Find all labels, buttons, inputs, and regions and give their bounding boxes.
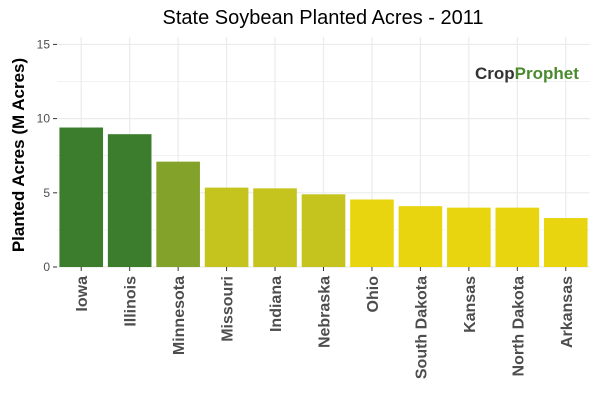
y-tick-label: 5 — [43, 186, 50, 200]
y-axis-label: Planted Acres (M Acres) — [9, 58, 28, 252]
bar-nebraska — [301, 194, 346, 267]
x-axis-ticks: Iowa Illinois Minnesota Missouri Indiana Nebr… — [74, 267, 576, 379]
bar-indiana — [253, 188, 297, 267]
bar-illinois — [107, 134, 152, 267]
bars — [59, 127, 588, 267]
x-tick-label: Arkansas — [559, 276, 576, 348]
bar-ohio — [350, 199, 394, 267]
x-tick-label: Iowa — [74, 276, 91, 312]
logo-crop: Crop — [475, 64, 515, 83]
bar-arkansas — [543, 218, 588, 267]
bar-iowa — [59, 127, 104, 267]
x-tick-label: Missouri — [220, 276, 237, 342]
chart-title: State Soybean Planted Acres - 2011 — [163, 7, 484, 29]
cropprophet-logo: CropProphet — [475, 64, 579, 83]
x-tick-label: Illinois — [123, 276, 140, 327]
y-tick-label: 15 — [37, 37, 51, 51]
y-axis-ticks: 0 5 10 15 — [37, 37, 57, 274]
x-tick-label: Indiana — [268, 276, 285, 332]
bar-missouri — [204, 187, 249, 267]
x-tick-label: South Dakota — [413, 276, 430, 379]
x-tick-label: Minnesota — [171, 276, 188, 355]
bar-north-dakota — [495, 207, 540, 267]
x-tick-label: North Dakota — [510, 276, 527, 377]
svg-text:CropProphet: CropProphet — [475, 64, 579, 83]
y-tick-label: 10 — [37, 112, 51, 126]
y-tick-label: 0 — [43, 260, 50, 274]
bar-minnesota — [156, 161, 200, 267]
logo-prophet: Prophet — [515, 64, 580, 83]
bar-south-dakota — [398, 206, 443, 267]
x-tick-label: Kansas — [462, 276, 479, 333]
x-tick-label: Ohio — [365, 276, 382, 313]
x-tick-label: Nebraska — [317, 276, 334, 348]
bar-kansas — [447, 207, 491, 267]
